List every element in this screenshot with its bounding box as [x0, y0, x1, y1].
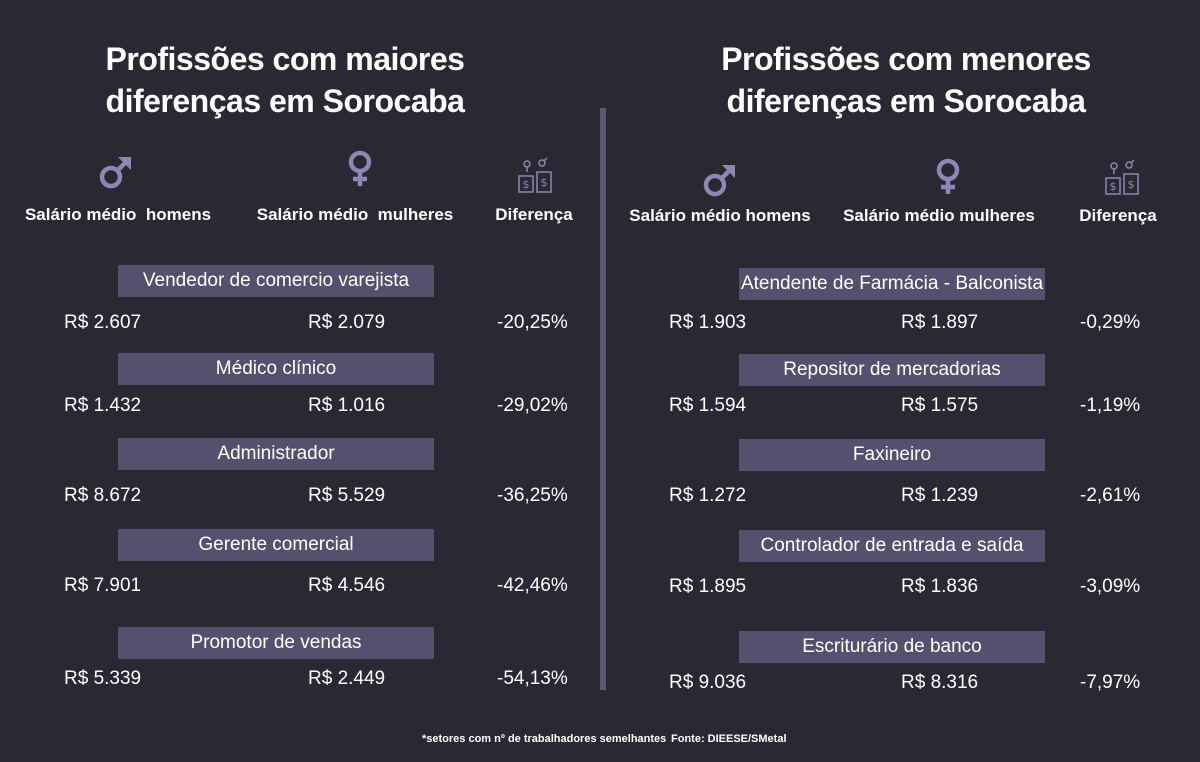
- salary-men: R$ 7.901: [64, 575, 142, 596]
- salary-women: R$ 1.575: [901, 395, 979, 416]
- panel-smallest-differences: Profissões com menores diferenças em Sor…: [608, 0, 1200, 740]
- profession-bar: Repositor de mercadorias: [739, 354, 1045, 386]
- salary-women: R$ 1.836: [901, 576, 979, 597]
- profession-bar: Administrador: [118, 438, 434, 470]
- salary-difference: -42,46%: [497, 575, 568, 596]
- salary-difference: -36,25%: [497, 485, 568, 506]
- svg-text:$: $: [541, 176, 548, 189]
- salary-difference: -0,29%: [1080, 312, 1141, 333]
- salary-men: R$ 5.339: [64, 668, 142, 689]
- salary-difference: -7,97%: [1080, 672, 1141, 693]
- profession-bar: Vendedor de comercio varejista: [118, 265, 434, 297]
- male-symbol-icon: [99, 157, 131, 189]
- salary-men: R$ 1.903: [669, 312, 747, 333]
- salary-difference: -54,13%: [497, 668, 568, 689]
- profession-bar: Médico clínico: [118, 353, 434, 385]
- panel-divider: [600, 108, 606, 690]
- panel-largest-differences: Profissões com maiores diferenças em Sor…: [0, 0, 600, 740]
- profession-bar: Atendente de Farmácia - Balconista: [739, 268, 1045, 300]
- salary-difference: -1,19%: [1080, 395, 1141, 416]
- female-symbol-icon: [936, 158, 960, 194]
- salary-men: R$ 1.432: [64, 395, 142, 416]
- profession-bar: Escriturário de banco: [739, 631, 1045, 663]
- salary-women: R$ 1.239: [901, 485, 979, 506]
- money-gender-icon: $ $: [1105, 159, 1139, 195]
- salary-men: R$ 1.895: [669, 576, 747, 597]
- svg-text:$: $: [1110, 180, 1117, 193]
- salary-difference: -20,25%: [497, 312, 568, 333]
- svg-text:$: $: [523, 178, 530, 191]
- column-label-men: Salário médio homens: [629, 206, 811, 225]
- source-credit: Fonte: DIEESE/SMetal: [671, 733, 787, 745]
- salary-women: R$ 1.897: [901, 312, 979, 333]
- salary-men: R$ 1.594: [669, 395, 747, 416]
- salary-men: R$ 8.672: [64, 485, 142, 506]
- panel-title: Profissões com maiores diferenças em Sor…: [105, 41, 465, 119]
- profession-bar: Faxineiro: [739, 439, 1045, 471]
- salary-men: R$ 2.607: [64, 312, 142, 333]
- salary-difference: -29,02%: [497, 395, 568, 416]
- female-symbol-icon: [348, 150, 372, 186]
- salary-women: R$ 1.016: [308, 395, 386, 416]
- salary-women: R$ 2.079: [308, 312, 386, 333]
- column-label-women: Salário médio mulheres: [843, 206, 1035, 225]
- svg-text:$: $: [1128, 178, 1135, 191]
- salary-women: R$ 4.546: [308, 575, 386, 596]
- column-label-difference: Diferença: [1079, 206, 1157, 225]
- profession-bar: Promotor de vendas: [118, 627, 434, 659]
- panel-title: Profissões com menores diferenças em Sor…: [721, 41, 1091, 119]
- male-symbol-icon: [703, 165, 735, 197]
- salary-women: R$ 5.529: [308, 485, 386, 506]
- salary-women: R$ 2.449: [308, 668, 386, 689]
- salary-difference: -2,61%: [1080, 485, 1141, 506]
- salary-women: R$ 8.316: [901, 672, 979, 693]
- salary-men: R$ 1.272: [669, 485, 747, 506]
- footnote: *setores com nº de trabalhadores semelha…: [422, 733, 667, 745]
- profession-bar: Controlador de entrada e saída: [739, 530, 1045, 562]
- salary-difference: -3,09%: [1080, 576, 1141, 597]
- column-label-difference: Diferença: [495, 205, 573, 224]
- column-label-women: Salário médio mulheres: [256, 205, 454, 224]
- money-gender-icon: $ $: [518, 157, 552, 193]
- profession-bar: Gerente comercial: [118, 529, 434, 561]
- column-label-men: Salário médio homens: [24, 205, 212, 224]
- salary-men: R$ 9.036: [669, 672, 747, 693]
